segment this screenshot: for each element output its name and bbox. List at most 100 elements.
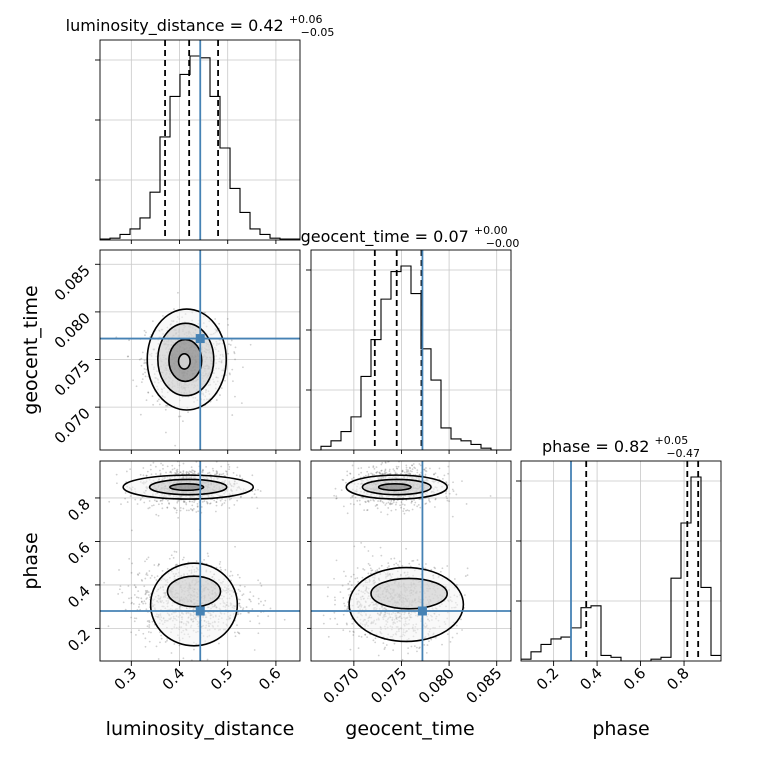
sample-point	[443, 474, 446, 477]
sample-point	[167, 499, 169, 502]
sample-point	[346, 623, 348, 626]
sample-point	[212, 469, 215, 472]
sample-point	[384, 462, 387, 464]
sample-point	[140, 498, 142, 500]
sample-point	[141, 580, 144, 582]
sample-point	[342, 479, 345, 481]
sample-point	[140, 579, 143, 581]
sample-point	[367, 550, 370, 552]
sample-point	[392, 649, 395, 652]
sample-point	[429, 467, 431, 470]
sample-point	[411, 560, 414, 562]
sample-point	[357, 647, 360, 650]
sample-point	[336, 623, 339, 626]
truth-marker	[195, 606, 205, 616]
sample-point	[358, 635, 360, 638]
sample-point	[168, 502, 170, 504]
sample-point	[349, 648, 352, 651]
sample-point	[384, 469, 387, 472]
x-axis-label-geocent-time: geocent_time	[345, 718, 474, 740]
sample-point	[131, 601, 133, 604]
sample-point	[341, 584, 344, 587]
sample-point	[356, 577, 359, 579]
sample-point	[411, 500, 413, 503]
sample-point	[203, 311, 206, 314]
sample-point	[247, 611, 250, 614]
sample-point	[374, 641, 377, 644]
sample-point	[251, 496, 253, 499]
sample-point	[237, 588, 240, 591]
sample-point	[147, 591, 150, 593]
sample-point	[173, 550, 176, 553]
sample-point	[363, 568, 366, 571]
sample-point	[164, 641, 167, 643]
sample-point	[209, 458, 211, 460]
sample-point	[385, 471, 388, 474]
sample-point	[170, 554, 173, 557]
sample-point	[139, 499, 142, 501]
sample-point	[378, 567, 381, 570]
sample-point	[125, 470, 128, 473]
sample-point	[130, 602, 133, 605]
sample-point	[121, 591, 124, 594]
sample-point	[370, 472, 372, 475]
sample-point	[413, 499, 415, 501]
title-geocent-time: geocent_time = 0.07 +0.00 −0.00	[301, 219, 520, 250]
sample-point	[381, 500, 384, 503]
sample-point	[234, 395, 236, 398]
sample-point	[161, 464, 164, 467]
sample-point	[182, 472, 185, 475]
sample-point	[206, 501, 209, 504]
sample-point	[138, 603, 141, 606]
sample-point	[384, 461, 387, 464]
sample-point	[446, 499, 449, 502]
sample-point	[375, 471, 378, 474]
sample-point	[202, 469, 204, 472]
sample-point	[382, 473, 385, 475]
sample-point	[148, 506, 151, 509]
sample-point	[228, 498, 231, 501]
sample-point	[158, 563, 160, 566]
sample-point	[218, 473, 221, 476]
sample-point	[368, 564, 371, 567]
sample-point	[397, 564, 399, 566]
sample-point	[228, 372, 231, 375]
sample-point	[393, 557, 396, 560]
sample-point	[215, 504, 218, 507]
sample-point	[385, 502, 388, 505]
sample-point	[257, 615, 259, 617]
sample-point	[162, 467, 164, 470]
sample-point	[378, 471, 381, 474]
sample-point	[224, 379, 226, 382]
sample-point	[215, 471, 218, 474]
sample-point	[129, 468, 132, 471]
sample-point	[182, 471, 185, 473]
sample-point	[225, 470, 227, 473]
sample-point	[196, 506, 199, 508]
sample-point	[221, 503, 224, 505]
sample-point	[197, 510, 200, 513]
sample-point	[188, 509, 190, 512]
sample-point	[424, 469, 427, 472]
sample-point	[148, 640, 151, 643]
sample-point	[171, 464, 174, 467]
sample-point	[327, 635, 330, 638]
sample-point	[179, 471, 182, 474]
sample-point	[218, 563, 221, 565]
sample-point	[356, 499, 359, 502]
sample-point	[395, 501, 398, 504]
sample-point	[401, 469, 404, 472]
sample-point	[446, 633, 449, 636]
sample-point	[228, 343, 230, 346]
sample-point	[426, 644, 429, 646]
sample-point	[238, 632, 241, 635]
sample-point	[201, 471, 204, 474]
sample-point	[447, 484, 450, 486]
sample-point	[406, 471, 408, 474]
sample-point	[453, 578, 456, 580]
sample-point	[159, 500, 162, 502]
sample-point	[142, 467, 145, 469]
sample-point	[202, 468, 204, 471]
sample-point	[395, 467, 398, 470]
